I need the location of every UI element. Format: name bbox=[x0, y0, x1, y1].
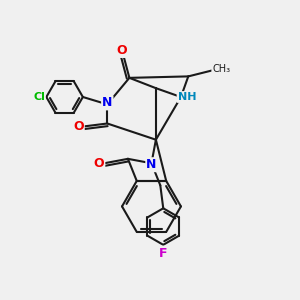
Text: NH: NH bbox=[178, 92, 196, 102]
Text: O: O bbox=[73, 120, 84, 133]
Text: F: F bbox=[159, 247, 167, 260]
Text: Cl: Cl bbox=[33, 92, 45, 102]
Text: O: O bbox=[94, 157, 104, 170]
Text: N: N bbox=[146, 158, 157, 171]
Text: CH₃: CH₃ bbox=[212, 64, 230, 74]
Text: N: N bbox=[102, 96, 112, 110]
Text: O: O bbox=[117, 44, 127, 57]
